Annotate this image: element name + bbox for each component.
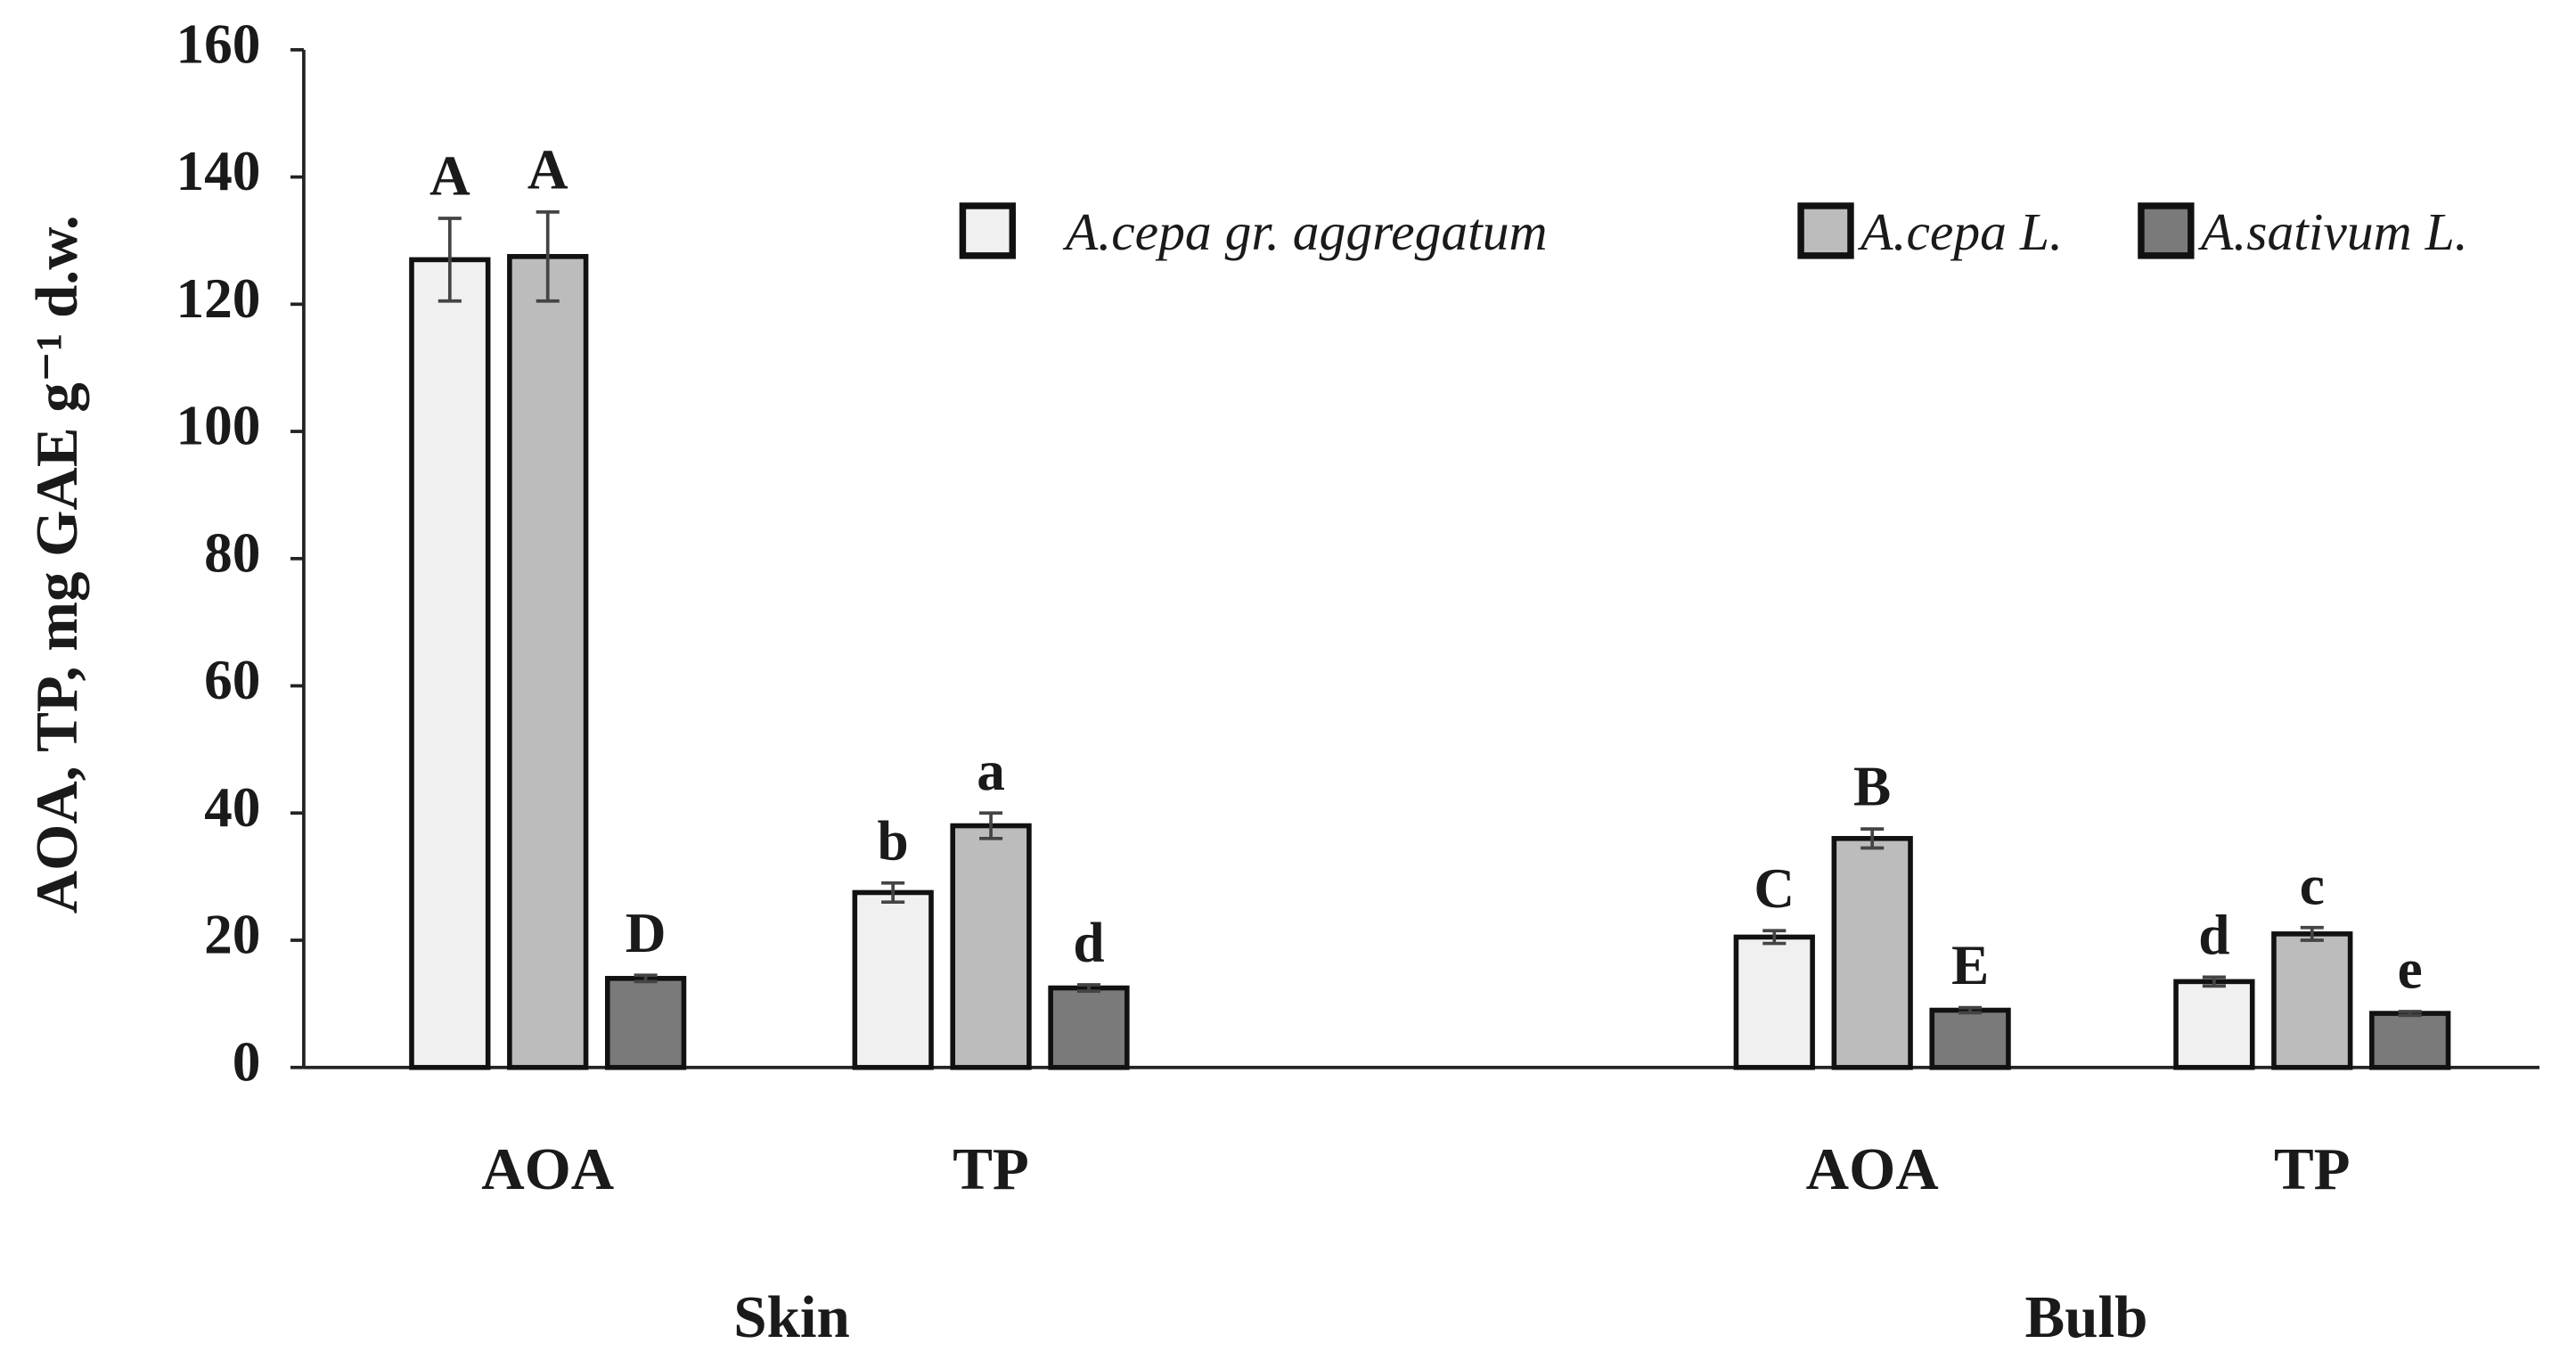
legend-swatch (1797, 202, 1854, 259)
group-label: Bulb (2025, 1283, 2148, 1350)
significance-letter: c (2300, 854, 2325, 916)
legend-swatch (959, 202, 1017, 259)
significance-letter: e (2398, 938, 2423, 1000)
significance-letter: A (527, 138, 568, 201)
significance-letter: A (429, 145, 470, 208)
x-tick-label: AOA (1806, 1135, 1939, 1202)
y-tick-label: 140 (176, 140, 260, 202)
y-tick-label: 40 (204, 776, 260, 839)
group-label: Skin (733, 1283, 850, 1350)
bar (1831, 836, 1913, 1070)
significance-letter: B (1853, 756, 1891, 818)
significance-letter: b (878, 809, 909, 872)
bar (604, 976, 687, 1070)
significance-letter: d (1073, 912, 1104, 974)
legend-label: A.sativum L. (2197, 202, 2468, 261)
legend-label: A.cepa gr. aggregatum (1062, 202, 1548, 261)
y-tick-label: 20 (204, 904, 260, 966)
y-axis-label: AOA, TP, mg GAE g⁻¹ d.w. (23, 215, 90, 914)
bar (950, 823, 1032, 1070)
y-tick-label: 160 (176, 12, 260, 75)
y-tick-label: 120 (176, 267, 260, 330)
x-tick-label: TP (2274, 1135, 2351, 1202)
bar (2173, 979, 2255, 1070)
bar (2271, 931, 2353, 1070)
legend-swatch (2138, 202, 2195, 259)
significance-letter: E (1951, 934, 1989, 996)
bar (852, 889, 934, 1070)
legend-label: A.cepa L. (1857, 202, 2063, 261)
bar (1733, 934, 1815, 1070)
y-tick-label: 0 (233, 1030, 261, 1093)
bar (1048, 985, 1130, 1070)
bar (409, 257, 491, 1070)
x-tick-label: TP (953, 1135, 1029, 1202)
bar (2369, 1011, 2451, 1070)
y-tick-label: 100 (176, 395, 260, 457)
x-tick-label: AOA (481, 1135, 614, 1202)
bar (507, 254, 589, 1070)
significance-letter: C (1754, 857, 1795, 920)
y-tick-label: 80 (204, 521, 260, 584)
significance-letter: a (977, 740, 1005, 802)
significance-letter: D (626, 902, 666, 964)
bar (1929, 1007, 2011, 1070)
y-tick-label: 60 (204, 649, 260, 711)
significance-letter: d (2198, 904, 2229, 966)
